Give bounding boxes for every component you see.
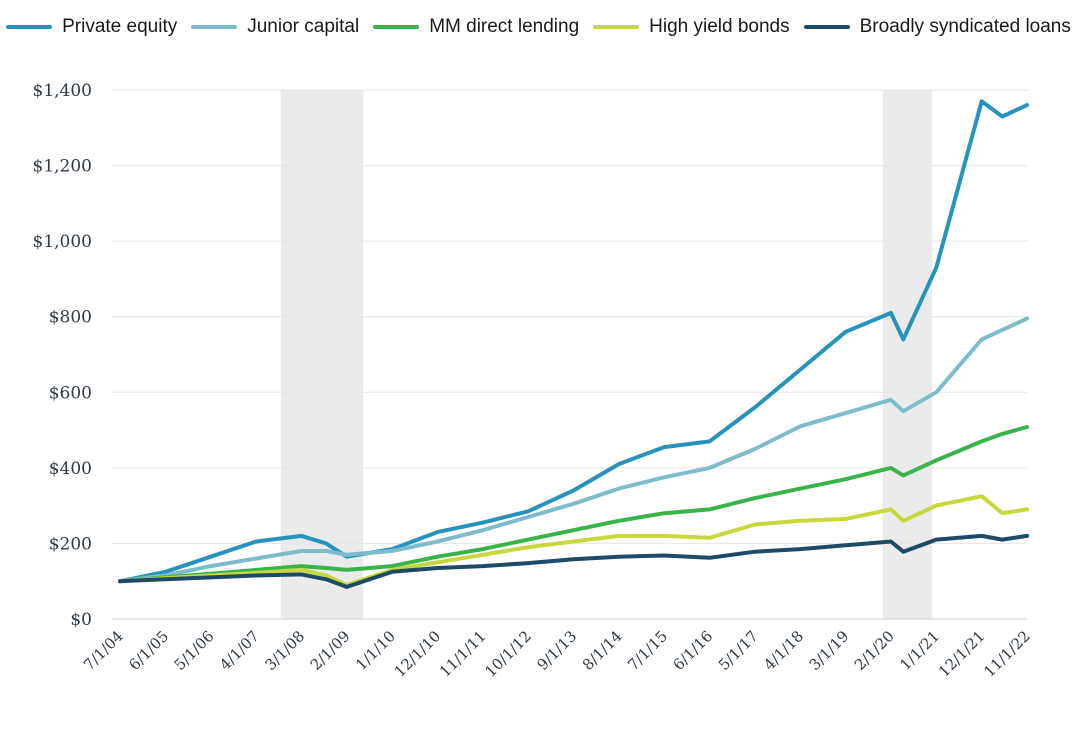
x-tick-label: 12/1/10 — [391, 627, 445, 681]
x-tick-label: 11/1/11 — [436, 627, 490, 681]
x-tick-label: 4/1/18 — [760, 627, 807, 674]
x-tick-label: 3/1/08 — [261, 627, 308, 674]
x-tick-label: 6/1/05 — [125, 627, 172, 674]
x-tick-label: 6/1/16 — [670, 627, 717, 674]
legend-swatch — [593, 25, 640, 29]
y-tick-label: $1,400 — [33, 81, 92, 101]
x-tick-label: 11/1/22 — [980, 627, 1034, 681]
y-tick-label: $200 — [49, 534, 92, 554]
legend-item: Junior capital — [191, 16, 359, 38]
y-tick-label: $600 — [49, 383, 92, 403]
x-tick-label: 5/1/17 — [715, 627, 762, 674]
y-tick-label: $400 — [49, 459, 92, 479]
series-line-high-yield-bonds — [118, 494, 1029, 587]
legend-item: Broadly syndicated loans — [803, 16, 1071, 38]
x-tick-label: 4/1/07 — [216, 627, 263, 674]
series-line-junior-capital — [118, 316, 1029, 584]
legend-swatch — [6, 25, 53, 29]
legend-label: Private equity — [62, 16, 178, 37]
legend-item: High yield bonds — [593, 16, 790, 38]
legend-label: MM direct lending — [429, 16, 580, 37]
chart-legend: Private equity Junior capital MM direct le… — [0, 10, 1077, 44]
series-line-mm-direct-lending — [118, 425, 1029, 584]
legend-label: Junior capital — [247, 16, 360, 37]
y-tick-label: $1,000 — [33, 232, 92, 252]
y-tick-label: $1,200 — [33, 157, 92, 177]
y-tick-label: $0 — [70, 610, 92, 630]
x-tick-label: 3/1/19 — [806, 627, 853, 674]
x-tick-label: 7/1/04 — [80, 627, 127, 674]
x-tick-label: 12/1/21 — [935, 627, 989, 681]
x-tick-label: 8/1/14 — [579, 627, 626, 674]
legend-swatch — [373, 25, 420, 29]
x-tick-label: 5/1/06 — [171, 627, 218, 674]
x-tick-label: 10/1/12 — [481, 627, 535, 681]
x-tick-label: 2/1/09 — [307, 627, 354, 674]
x-tick-label: 7/1/15 — [624, 627, 671, 674]
shaded-period-0 — [280, 90, 364, 619]
legend-swatch — [191, 25, 238, 29]
series-line-broadly-syndicated-loans — [118, 533, 1029, 589]
x-tick-label: 9/1/13 — [533, 627, 580, 674]
x-tick-label: 2/1/20 — [851, 627, 898, 674]
y-tick-label: $800 — [49, 308, 92, 328]
legend-item: Private equity — [6, 16, 177, 38]
legend-swatch — [803, 25, 850, 29]
series-line-private-equity — [118, 99, 1029, 584]
legend-label: Broadly syndicated loans — [859, 16, 1071, 37]
legend-item: MM direct lending — [373, 16, 579, 38]
shaded-period-1 — [882, 90, 933, 619]
legend-label: High yield bonds — [649, 16, 790, 37]
